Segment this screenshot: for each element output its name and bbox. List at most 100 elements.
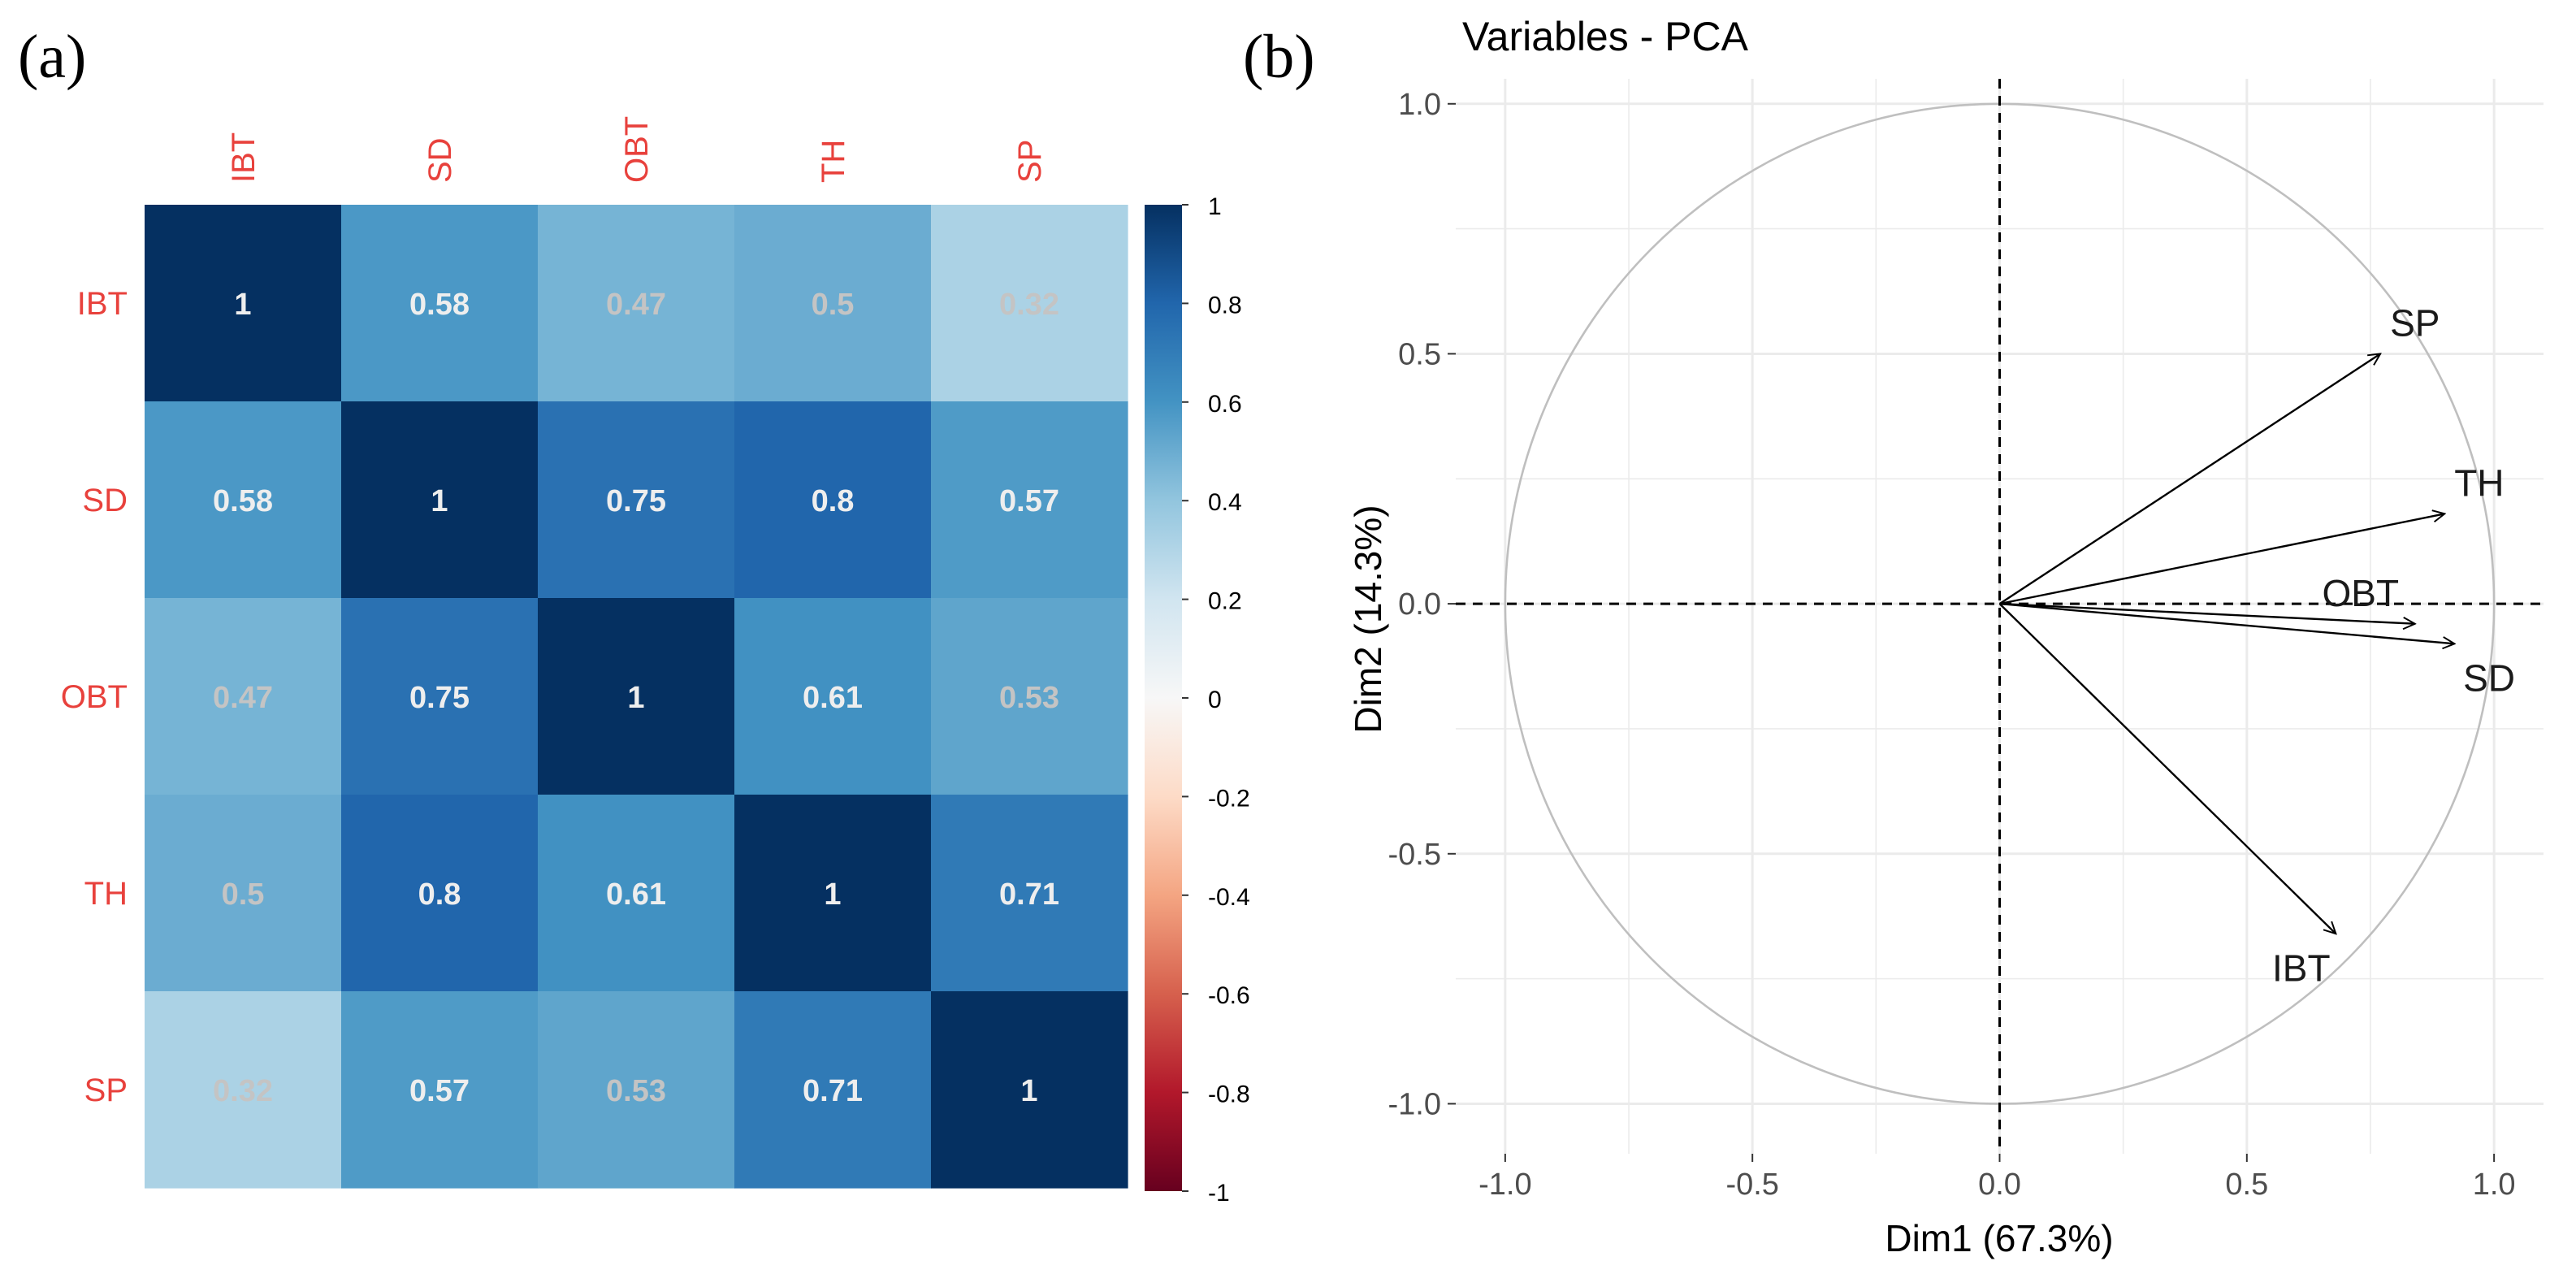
heatmap-value-label: 0.57: [409, 1074, 470, 1108]
heatmap-column-label-SD: SD: [422, 137, 458, 183]
pca-arrow-label-SD: SD: [2463, 656, 2515, 699]
heatmap-value-label: 0.32: [213, 1074, 273, 1108]
heatmap-value-label: 0.5: [222, 878, 265, 912]
heatmap-value-label: 0.8: [418, 878, 461, 912]
colorbar-tick-label: -0.6: [1208, 982, 1250, 1009]
colorbar-tick-label: 0: [1208, 687, 1222, 713]
heatmap-cell-SD-OBT: [538, 401, 735, 599]
heatmap-value-label: 0.61: [803, 681, 863, 715]
heatmap-cell-TH-SP: [931, 795, 1128, 992]
heatmap-value-label: 0.5: [812, 288, 855, 322]
pca-y-tick-labels: 1.0 0.5 0.0 -0.5 -1.0: [1388, 88, 1456, 1121]
colorbar-tick-label: -1: [1208, 1180, 1230, 1207]
colorbar-tick-label: 1: [1208, 193, 1222, 220]
heatmap-value-label: 0.47: [213, 681, 273, 715]
pca-y-tick-label: 0.0: [1398, 587, 1441, 622]
pca-arrow-label-SP: SP: [2390, 302, 2440, 344]
heatmap-value-label: 0.71: [999, 878, 1059, 912]
colorbar-tick-label: 0.4: [1208, 489, 1242, 516]
heatmap-value-label: 1: [1020, 1074, 1037, 1108]
heatmap-value-label: 0.57: [999, 484, 1059, 518]
colorbar-tick-label: -0.8: [1208, 1081, 1250, 1108]
pca-arrow-IBT: [1998, 603, 2336, 934]
pca-y-tick-label: -0.5: [1388, 838, 1441, 872]
pca-x-tick-label: 0.0: [1978, 1168, 2021, 1202]
heatmap-cell-SP-IBT: [145, 991, 342, 1189]
heatmap-value-label: 1: [824, 878, 841, 912]
heatmap-cell-IBT-OBT: [538, 205, 735, 402]
heatmap-cell-OBT-SP: [931, 598, 1128, 795]
heatmap-value-label: 0.58: [213, 484, 273, 518]
heatmap-row-label-SP: SP: [84, 1072, 128, 1108]
pca-y-tick-label: 0.5: [1398, 337, 1441, 371]
heatmap-row-label-OBT: OBT: [61, 679, 128, 715]
heatmap-row-labels: IBT SD OBT TH SP: [61, 286, 128, 1108]
heatmap-cell-TH-SD: [341, 795, 539, 992]
pca-variable-arrows: [1998, 353, 2455, 934]
heatmap-cells: [145, 205, 1128, 1189]
heatmap-cell-TH-OBT: [538, 795, 735, 992]
heatmap-cell-SP-SP: [931, 991, 1128, 1189]
pca-chart-title: Variables - PCA: [1462, 14, 1749, 59]
heatmap-cell-TH-TH: [734, 795, 932, 992]
colorbar-ticks: 1 0.8 0.6 0.4 0.2 0 -0.2 -0.4 -0.6 -0.8 -1: [1182, 193, 1250, 1207]
colorbar-tick-label: -0.4: [1208, 884, 1250, 911]
pca-x-tick-label: -0.5: [1725, 1168, 1778, 1202]
colorbar-tick-label: 0.8: [1208, 292, 1242, 318]
pca-reference-lines: [1456, 79, 2544, 1154]
heatmap-column-label-IBT: IBT: [226, 132, 262, 183]
heatmap-cell-IBT-IBT: [145, 205, 342, 402]
pca-arrow-label-IBT: IBT: [2272, 947, 2331, 989]
heatmap-row-label-SD: SD: [82, 483, 128, 518]
heatmap-cell-OBT-OBT: [538, 598, 735, 795]
heatmap-column-label-SP: SP: [1012, 140, 1048, 183]
heatmap-cell-OBT-IBT: [145, 598, 342, 795]
heatmap-cell-IBT-SD: [341, 205, 539, 402]
pca-arrow-SD: [1999, 602, 2455, 644]
pca-variable-labels: SP TH OBT SD IBT: [2272, 302, 2515, 990]
pca-x-tick-label: -1.0: [1478, 1168, 1531, 1202]
pca-arrow-SP: [1998, 353, 2381, 605]
pca-x-tick-label: 1.0: [2473, 1168, 2516, 1202]
pca-x-tick-labels: -1.0 -0.5 0.0 0.5 1.0: [1478, 1154, 2516, 1202]
heatmap-cell-IBT-TH: [734, 205, 932, 402]
heatmap-value-label: 1: [234, 288, 251, 322]
heatmap-value-label: 0.8: [812, 484, 855, 518]
pca-arrow-OBT: [1999, 602, 2415, 624]
heatmap-column-labels: IBT SD OBT TH SP: [226, 116, 1048, 183]
heatmap-cell-OBT-TH: [734, 598, 932, 795]
heatmap-value-label: 0.47: [606, 288, 666, 322]
pca-x-axis-label: Dim1 (67.3%): [1885, 1217, 2113, 1259]
heatmap-cell-SP-TH: [734, 991, 932, 1189]
colorbar-tick-label: 0.2: [1208, 588, 1242, 615]
heatmap-cell-SD-IBT: [145, 401, 342, 599]
heatmap-cell-SD-SP: [931, 401, 1128, 599]
heatmap-colorbar: 1 0.8 0.6 0.4 0.2 0 -0.2 -0.4 -0.6 -0.8 -1: [1145, 193, 1250, 1207]
heatmap-value-label: 0.32: [999, 288, 1059, 322]
heatmap-value-label: 0.75: [606, 484, 666, 518]
pca-arrow-label-OBT: OBT: [2323, 572, 2400, 614]
pca-arrow-TH: [1999, 514, 2445, 605]
colorbar-gradient: [1145, 205, 1182, 1191]
heatmap-cell-OBT-SD: [341, 598, 539, 795]
pca-x-tick-label: 0.5: [2225, 1168, 2268, 1202]
heatmap-column-label-TH: TH: [816, 140, 851, 183]
heatmap-column-label-OBT: OBT: [619, 116, 655, 183]
pca-variables-panel: (b) Variables - PCA SP TH OBT SD IBT -1.0 -0.…: [1243, 14, 2544, 1259]
heatmap-row-label-IBT: IBT: [77, 286, 128, 322]
heatmap-value-label: 0.53: [999, 681, 1059, 715]
heatmap-value-label: 1: [627, 681, 644, 715]
pca-y-axis-label: Dim2 (14.3%): [1347, 505, 1389, 733]
heatmap-value-labels: 1 0.58 0.47 0.5 0.32 0.58 1 0.75 0.8 0.57 0.47 0.75…: [213, 288, 1059, 1108]
colorbar-tick-label: -0.2: [1208, 785, 1250, 812]
heatmap-cell-SP-OBT: [538, 991, 735, 1189]
correlation-heatmap-panel: (a) 1 0.58 0.47 0.5 0.32 0.58 1 0.75 0.8 0.57 0.47…: [18, 23, 1250, 1207]
heatmap-cell-SD-TH: [734, 401, 932, 599]
heatmap-value-label: 1: [431, 484, 448, 518]
pca-arrow-label-TH: TH: [2454, 462, 2504, 504]
panel-b-label: (b): [1243, 23, 1315, 91]
heatmap-value-label: 0.61: [606, 878, 666, 912]
colorbar-tick-label: 0.6: [1208, 391, 1242, 418]
heatmap-cell-IBT-SP: [931, 205, 1128, 402]
